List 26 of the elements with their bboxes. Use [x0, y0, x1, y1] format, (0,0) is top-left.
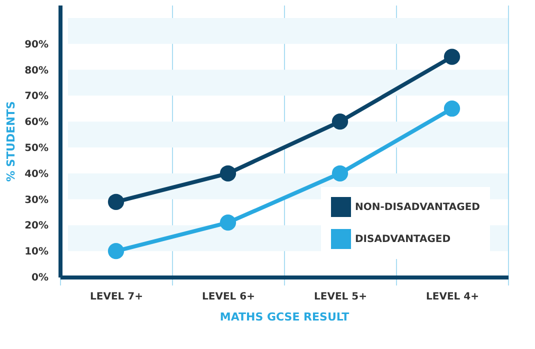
y-axis-title: % STUDENTS: [4, 101, 18, 182]
y-tick-label: 10%: [24, 246, 48, 258]
point: [220, 165, 236, 182]
x-tick-label: LEVEL 7+: [90, 292, 143, 302]
y-tick-label: 70%: [24, 91, 48, 102]
y-tick-label: 20%: [24, 220, 48, 232]
x-tick-label: LEVEL 4+: [426, 292, 479, 302]
y-tick-label: 50%: [24, 142, 48, 154]
y-tick-label: 0%: [32, 272, 48, 284]
y-tick-label: 60%: [24, 117, 48, 128]
point: [444, 48, 460, 65]
y-tick-label: 90%: [24, 39, 48, 50]
point: [332, 114, 348, 130]
point: [220, 214, 236, 231]
legend-label: DISADVANTAGED: [355, 234, 451, 245]
point: [108, 243, 124, 260]
point: [444, 100, 460, 117]
point: [108, 194, 124, 210]
x-tick-label: LEVEL 6+: [202, 292, 255, 302]
legend-label: NON-DISADVANTAGED: [355, 202, 480, 213]
point: [332, 165, 348, 182]
y-tick-label: 40%: [24, 168, 48, 180]
y-tick-label: 30%: [24, 194, 48, 206]
x-tick-label: LEVEL 5+: [314, 292, 367, 302]
x-axis-title: MATHS GCSE RESULT: [220, 310, 350, 324]
y-tick-label: 80%: [24, 65, 48, 76]
